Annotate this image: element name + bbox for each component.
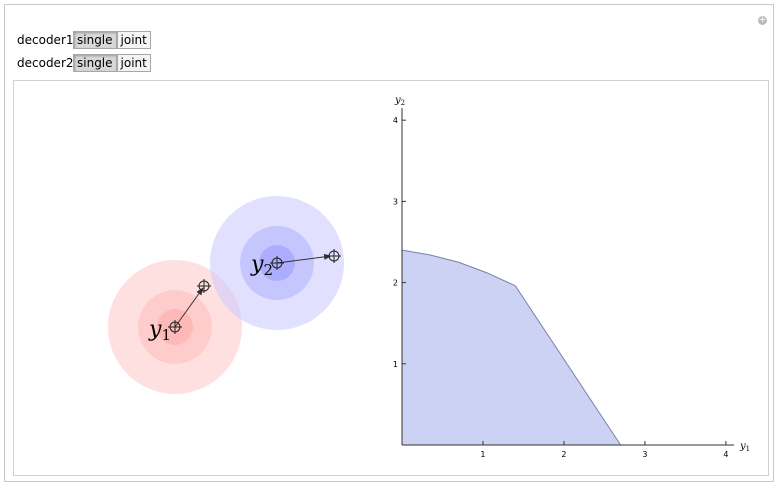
point-label: y1 <box>148 317 171 344</box>
subscript: 1 <box>746 445 750 453</box>
symbol: y <box>394 95 401 106</box>
x-tick-label: 1 <box>480 450 485 459</box>
locators <box>168 249 341 334</box>
subscript: 2 <box>401 99 405 107</box>
option-button[interactable]: single <box>73 31 117 49</box>
area-boundary <box>401 249 622 446</box>
subscript: 1 <box>161 326 171 344</box>
y-axis-label: y2 <box>394 95 405 107</box>
subscript: 2 <box>263 261 273 279</box>
symbol: y <box>148 317 162 342</box>
option-button[interactable]: joint <box>116 31 151 49</box>
control-row: decoder2 single joint <box>17 54 151 72</box>
x-tick-label: 4 <box>723 450 728 459</box>
diagram: y1 y2 <box>108 196 344 394</box>
x-tick-label: 2 <box>561 450 566 459</box>
y-tick-label: 4 <box>393 116 398 125</box>
manipulate-frame: + decoder1 single joint decoder2 single jo… <box>4 4 774 482</box>
area-fill <box>402 250 621 445</box>
x-axis-label: y1 <box>739 441 750 453</box>
point-label: y2 <box>250 252 273 279</box>
y-tick-label: 3 <box>393 197 398 206</box>
control-label: decoder2 <box>17 56 74 70</box>
control-label: decoder1 <box>17 33 74 47</box>
arrow <box>174 287 204 328</box>
control-row: decoder1 single joint <box>17 31 151 49</box>
x-tick-label: 3 <box>642 450 647 459</box>
y-tick-label: 1 <box>393 360 398 369</box>
option-button[interactable]: single <box>73 54 117 72</box>
option-button[interactable]: joint <box>116 54 151 72</box>
expand-icon[interactable]: + <box>758 15 767 25</box>
y-tick-label: 2 <box>393 279 398 288</box>
arrow <box>276 253 332 264</box>
symbol: y <box>739 441 746 452</box>
symbol: y <box>250 252 264 277</box>
output-panel <box>13 80 769 476</box>
